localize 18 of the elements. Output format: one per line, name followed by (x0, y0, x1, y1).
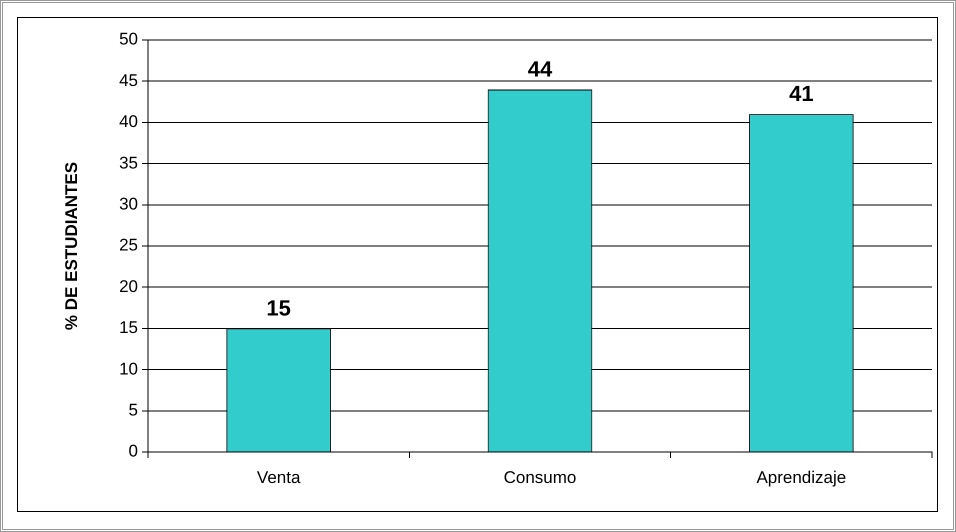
y-tick-label: 0 (128, 442, 138, 461)
x-tick-label: Consumo (504, 468, 576, 487)
y-tick-label: 10 (119, 359, 138, 378)
y-tick-label: 5 (128, 400, 138, 420)
y-tick-label: 20 (119, 276, 138, 296)
y-tick-label: 50 (119, 30, 138, 49)
x-tick-label: Aprendizaje (756, 468, 846, 487)
y-tick-label: 30 (119, 194, 138, 214)
y-tick-label: 40 (119, 112, 138, 132)
data-label: 41 (789, 81, 814, 106)
y-tick-label: 35 (119, 153, 138, 172)
x-tick-label: Venta (256, 468, 301, 487)
data-label: 15 (266, 295, 291, 320)
y-tick-label: 25 (119, 236, 138, 255)
y-tick-label: 15 (119, 318, 138, 338)
data-label: 44 (528, 56, 553, 82)
y-axis-title: % DE ESTUDIANTES (62, 162, 81, 330)
y-tick-label: 45 (119, 70, 138, 90)
